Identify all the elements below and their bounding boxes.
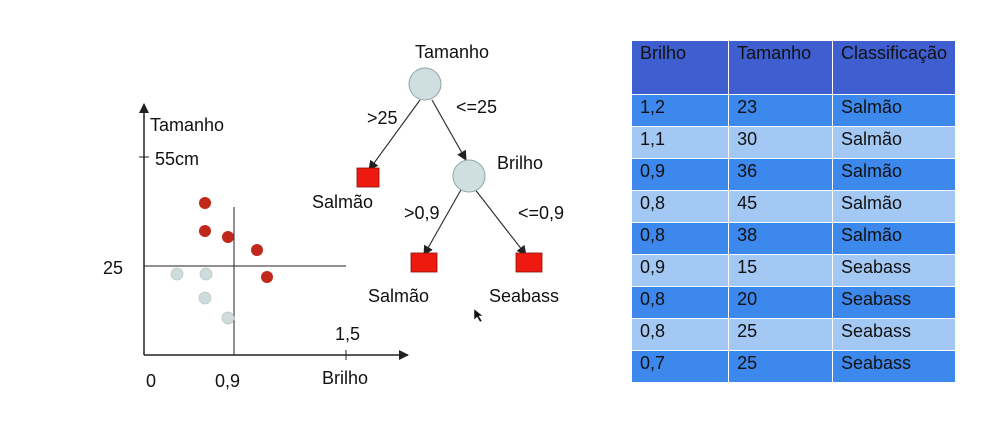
tree-edge bbox=[473, 187, 527, 256]
table-cell: 0,8 bbox=[630, 222, 730, 255]
column-header-tamanho: Tamanho bbox=[728, 40, 833, 95]
tree-edge-label-right: <=25 bbox=[456, 97, 497, 117]
table-cell: 1,1 bbox=[630, 126, 730, 159]
table-cell: 0,8 bbox=[630, 190, 730, 223]
decision-tree: Tamanho >25 <=25 Salmão Brilho >0,9 <=0,… bbox=[312, 42, 564, 306]
x-tick-mid-label: 0,9 bbox=[215, 371, 240, 391]
tree-edge bbox=[368, 99, 421, 171]
table-cell: Salmão bbox=[831, 158, 957, 191]
table-row: 0,9 15 Seabass bbox=[630, 254, 957, 287]
table-cell: Salmão bbox=[831, 190, 957, 223]
table-cell: 25 bbox=[728, 350, 833, 383]
y-tick-top-label: 55cm bbox=[155, 149, 199, 169]
tree-leaf-salmao bbox=[356, 167, 380, 188]
table-cell: 23 bbox=[728, 94, 833, 127]
table-cell: 20 bbox=[728, 286, 833, 319]
table-cell: 0,8 bbox=[630, 286, 730, 319]
table-cell: 15 bbox=[728, 254, 833, 287]
x-axis-label: Brilho bbox=[322, 368, 368, 388]
tree-leaf-seabass bbox=[515, 252, 543, 273]
column-header-classificacao: Classificação bbox=[831, 40, 957, 95]
table-cell: 0,9 bbox=[630, 158, 730, 191]
table-row: 1,2 23 Salmão bbox=[630, 94, 957, 127]
y-tick-mid-label: 25 bbox=[103, 258, 123, 278]
salmon-point bbox=[199, 225, 211, 237]
table-cell: 45 bbox=[728, 190, 833, 223]
salmon-point bbox=[261, 271, 273, 283]
table-cell: 0,9 bbox=[630, 254, 730, 287]
y-axis-label: Tamanho bbox=[150, 115, 224, 135]
table-cell: 36 bbox=[728, 158, 833, 191]
tree-root-label: Tamanho bbox=[415, 42, 489, 62]
table-row: 0,8 25 Seabass bbox=[630, 318, 957, 351]
scatter-plot: Tamanho 55cm 25 Brilho 0 0,9 1,5 bbox=[103, 103, 409, 391]
table-cell: Salmão bbox=[831, 126, 957, 159]
tree-node2-label: Brilho bbox=[497, 153, 543, 173]
tree-edge bbox=[431, 99, 467, 161]
tree-leaf3-label: Seabass bbox=[489, 286, 559, 306]
column-header-brilho: Brilho bbox=[630, 40, 730, 95]
seabass-point bbox=[170, 267, 184, 281]
x-tick-end-label: 1,5 bbox=[335, 324, 360, 344]
seabass-point bbox=[198, 291, 212, 305]
table-cell: Seabass bbox=[831, 318, 957, 351]
table-cell: 38 bbox=[728, 222, 833, 255]
salmon-point bbox=[251, 244, 263, 256]
mouse-cursor-icon bbox=[473, 308, 484, 323]
table-cell: Seabass bbox=[831, 286, 957, 319]
tree-leaf-salmao bbox=[410, 252, 438, 273]
seabass-point bbox=[221, 311, 235, 325]
table-row: 0,9 36 Salmão bbox=[630, 158, 957, 191]
table-header-row: Brilho Tamanho Classificação bbox=[630, 40, 957, 95]
tree-edge bbox=[423, 187, 463, 256]
table-cell: Seabass bbox=[831, 254, 957, 287]
table-row: 0,8 20 Seabass bbox=[630, 286, 957, 319]
tree-brilho-node bbox=[452, 159, 486, 193]
table-cell: 0,8 bbox=[630, 318, 730, 351]
table-cell: 30 bbox=[728, 126, 833, 159]
tree-edge-label-right2: <=0,9 bbox=[518, 203, 564, 223]
table-cell: 1,2 bbox=[630, 94, 730, 127]
table-cell: Seabass bbox=[831, 350, 957, 383]
tree-edge-label-left2: >0,9 bbox=[404, 203, 440, 223]
tree-edge-label-left: >25 bbox=[367, 108, 398, 128]
table-cell: Salmão bbox=[831, 94, 957, 127]
table-row: 0,8 38 Salmão bbox=[630, 222, 957, 255]
salmon-point bbox=[199, 197, 211, 209]
tree-root-node bbox=[408, 67, 442, 101]
table-cell: 0,7 bbox=[630, 350, 730, 383]
table-cell: 25 bbox=[728, 318, 833, 351]
tree-leaf2-label: Salmão bbox=[368, 286, 429, 306]
table-row: 0,7 25 Seabass bbox=[630, 350, 957, 383]
table-row: 0,8 45 Salmão bbox=[630, 190, 957, 223]
tree-leaf1-label: Salmão bbox=[312, 192, 373, 212]
table-cell: Salmão bbox=[831, 222, 957, 255]
seabass-point bbox=[199, 267, 213, 281]
salmon-point bbox=[222, 231, 234, 243]
x-origin-label: 0 bbox=[146, 371, 156, 391]
training-data-table: Brilho Tamanho Classificação 1,2 23 Salmão… bbox=[630, 40, 957, 383]
table-row: 1,1 30 Salmão bbox=[630, 126, 957, 159]
